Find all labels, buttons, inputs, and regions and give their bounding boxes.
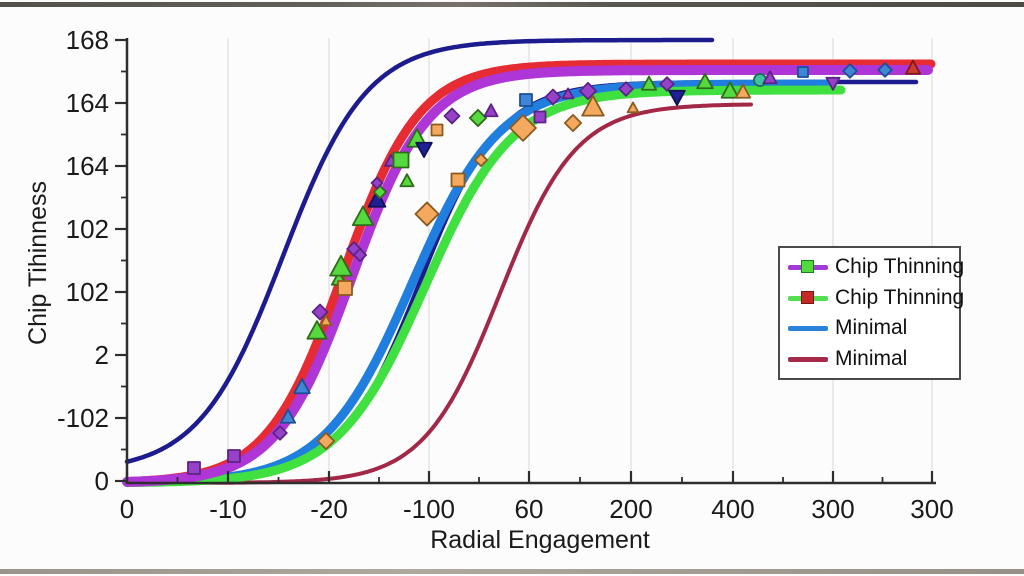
y-tick-label: 164 [66,88,109,118]
legend-item: Minimal [780,314,959,342]
data-marker-triangle [329,254,353,277]
data-marker-triangle-down [825,76,841,91]
y-tick-label: 102 [66,214,109,244]
y-tick-label: 168 [66,25,109,55]
data-marker-diamond [414,201,440,227]
data-marker-triangle [904,59,922,75]
data-marker-diamond [443,107,461,125]
data-marker-diamond [316,431,336,451]
tick-labels: 0 -10 -20 -100 60 200 400 300 300 168 164 164 102 102… [57,25,954,524]
legend-item: Minimal [780,345,959,373]
data-marker-diamond [311,303,329,321]
x-tick-label: 60 [515,494,544,524]
data-markers [187,59,922,475]
x-tick-label: -20 [310,494,348,524]
legend-square-marker-icon [801,290,814,304]
y-axis-title: Chip Tihinness [24,181,52,345]
data-marker-diamond [578,81,598,101]
y-tick-label: 164 [66,151,109,181]
curve-chip-thinning-red [122,59,936,487]
x-tick-label: 200 [609,494,652,524]
ticks [115,38,934,483]
data-marker-triangle [581,94,605,117]
data-marker-triangle [561,87,575,100]
curves [122,37,936,488]
data-marker-diamond [473,152,489,168]
data-marker-diamond [659,76,675,92]
data-marker-square [337,280,353,296]
data-marker-square [797,66,809,78]
data-marker-triangle [626,101,640,114]
x-tick-label: -10 [209,494,247,524]
curve-navy-sigmoid-1 [124,37,715,464]
curve-minimal-crimson [125,102,753,485]
legend-item-label: Minimal [835,316,908,340]
data-marker-diamond [509,114,537,142]
data-marker-triangle [279,408,297,424]
data-marker-square [450,172,466,188]
data-marker-diamond [544,88,562,106]
top-border-strip [0,2,1024,7]
legend-item: Chip Thinning [780,253,964,281]
data-marker-triangle [306,320,328,340]
legend-line-swatch [788,352,828,366]
bottom-border-strip [0,569,1024,574]
y-tick-label: 0 [95,466,109,496]
data-marker-triangle [640,75,658,91]
data-marker-diamond [877,62,893,78]
data-marker-square [533,110,547,124]
data-marker-square [430,123,444,137]
legend-line-swatch [788,259,828,274]
data-marker-diamond [842,63,858,79]
legend-line-swatch [788,321,828,335]
data-marker-square [227,449,241,463]
legend-item-label: Chip Thinning [835,254,965,278]
x-tick-label: -100 [403,494,455,524]
curve-chip-thinning-green [122,85,846,488]
x-tick-label: 300 [910,494,953,524]
data-marker-diamond [563,113,583,133]
y-tick-label: 102 [66,277,109,307]
x-tick-label: 0 [120,494,134,524]
x-tick-label: 400 [711,494,754,524]
data-marker-triangle [734,83,752,99]
x-axis-title: Radial Engagement [430,526,650,554]
y-tick-label: -102 [57,403,109,433]
data-marker-square [519,93,533,107]
legend-line-swatch [788,290,828,305]
legend: Chip Thinning Chip Thinning Minimal Mini… [778,246,964,380]
data-marker-diamond [370,176,384,190]
data-marker-triangle [367,190,387,208]
curve-minimal-blue [122,79,834,487]
legend-item-label: Minimal [835,347,908,371]
legend-square-marker-icon [801,259,814,273]
data-marker-square [392,151,410,169]
legend-item-label: Chip Thinning [835,285,965,309]
data-marker-square [187,461,201,475]
data-marker-triangle-down [415,141,433,158]
data-marker-triangle-down [668,89,686,106]
data-marker-triangle [696,73,714,90]
data-marker-diamond [618,81,634,97]
data-marker-diamond [272,425,288,441]
legend-item: Chip Thinning [780,284,964,312]
data-marker-triangle [319,314,333,327]
data-marker-triangle [483,103,499,118]
data-marker-triangle [720,81,740,99]
data-marker-triangle [293,378,311,395]
data-marker-diamond [468,108,488,128]
data-marker-diamond [352,247,368,263]
x-tick-label: 300 [811,494,854,524]
data-marker-triangle [351,205,375,227]
curve-chip-thinning-magenta [122,65,933,487]
data-marker-triangle [762,70,778,85]
y-tick-label: 2 [95,340,109,370]
data-marker-triangle [399,173,415,188]
